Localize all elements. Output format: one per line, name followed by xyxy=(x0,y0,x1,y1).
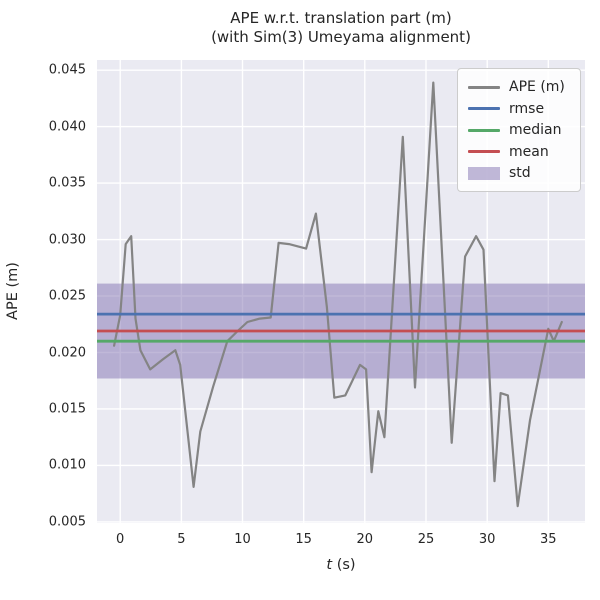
legend-label: rmse xyxy=(509,100,545,117)
y-tick-label: 0.025 xyxy=(48,288,86,304)
y-axis-label: APE (m) xyxy=(5,262,21,320)
x-tick-label: 35 xyxy=(540,532,557,547)
y-tick-label: 0.020 xyxy=(48,345,86,360)
legend: APE (m) rmse median mean std xyxy=(457,68,581,192)
y-tick-label: 0.040 xyxy=(48,119,86,135)
legend-label: std xyxy=(509,165,531,181)
y-tick-label: 0.045 xyxy=(48,62,86,78)
legend-swatch xyxy=(468,150,500,153)
legend-label: median xyxy=(509,122,562,138)
y-tick-label: 0.030 xyxy=(48,232,86,248)
legend-item-rmse: rmse xyxy=(468,99,570,119)
ape-line xyxy=(112,81,563,508)
legend-item-mean: mean xyxy=(468,142,570,162)
y-tick-label: 0.035 xyxy=(48,175,86,191)
x-tick-label: 0 xyxy=(116,532,125,547)
legend-swatch xyxy=(468,166,500,180)
x-tick-label: 10 xyxy=(234,532,251,547)
chart-title: APE w.r.t. translation part (m) (with Si… xyxy=(97,9,585,47)
x-tick-label: 15 xyxy=(295,532,312,547)
x-tick-label: 30 xyxy=(478,532,496,547)
legend-swatch xyxy=(468,107,500,110)
x-axis-label: t (s) xyxy=(97,557,585,573)
y-tick-label: 0.010 xyxy=(48,457,86,473)
legend-label: mean xyxy=(509,143,549,160)
x-tick-label: 25 xyxy=(417,532,435,547)
x-axis-label-unit: (s) xyxy=(332,557,356,573)
x-tick-label: 20 xyxy=(356,532,374,547)
y-tick-label: 0.005 xyxy=(48,514,86,530)
x-axis-label-symbol: t xyxy=(326,557,333,573)
chart-title-line1: APE w.r.t. translation part (m) xyxy=(230,9,452,27)
y-tick-label: 0.015 xyxy=(48,401,86,417)
legend-item-std: std xyxy=(468,163,570,183)
legend-label: APE (m) xyxy=(509,79,565,95)
legend-swatch xyxy=(468,85,500,89)
chart-title-line2: (with Sim(3) Umeyama alignment) xyxy=(211,28,471,46)
legend-item-median: median xyxy=(468,120,570,140)
legend-swatch xyxy=(468,128,500,132)
x-tick-label: 5 xyxy=(177,532,186,547)
legend-item-ape-m-: APE (m) xyxy=(468,77,570,97)
